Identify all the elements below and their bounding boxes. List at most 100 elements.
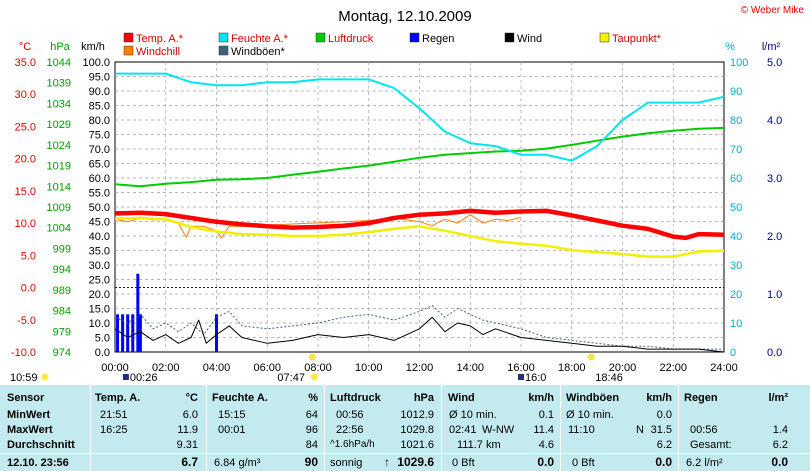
rain-tick-label: 3.0 (767, 173, 782, 185)
header-feuchte: Feuchte A. (212, 392, 268, 404)
rain-bars (116, 273, 218, 352)
x-tick-label: 22:00 (659, 362, 687, 374)
header-wind: Wind (448, 392, 475, 404)
max-feuchte-value: 96 (305, 424, 318, 436)
x-tick-label: 24:00 (710, 362, 738, 374)
kmh-tick-label: 85.0 (89, 101, 110, 113)
avg-luft-value: 1021.6 (400, 439, 434, 451)
max-wind-time: 02:41 (449, 424, 477, 436)
header-temp-unit: °C (185, 392, 198, 404)
x-tick-label: 14:00 (456, 362, 484, 374)
sun-moon-markers: 10:59 00:26 07:47 16:0 18:46 (10, 353, 623, 384)
kmh-tick-label: 5.0 (95, 333, 110, 345)
current-feuchte-abs: 6.84 g/m³ (214, 457, 261, 469)
kmh-tick-label: 100.0 (82, 57, 110, 69)
rain-tick-label: 1.0 (767, 289, 782, 301)
x-tick-label: 04:00 (203, 362, 231, 374)
axis-unit-label: °C (19, 41, 31, 53)
current-wind-bft: 0 Bft (452, 457, 475, 469)
kmh-tick-label: 50.0 (89, 202, 110, 214)
credit-text: © Weber Mike (741, 5, 805, 16)
kmh-tick-label: 10.0 (89, 318, 110, 330)
hpa-tick-label: 974 (53, 347, 71, 359)
hpa-tick-label: 1029 (47, 119, 71, 131)
rain-bar (136, 273, 140, 352)
marker-time: 00:26 (130, 372, 158, 384)
grid (115, 62, 724, 352)
row-label-current: 12.10. 23:56 (7, 457, 69, 469)
x-tick-label: 20:00 (609, 362, 637, 374)
kmh-tick-label: 75.0 (89, 130, 110, 142)
legend-label: Temp. A.* (136, 33, 184, 45)
kmh-tick-label: 35.0 (89, 246, 110, 258)
current-temp-value: 6.7 (181, 455, 198, 469)
series-lines (114, 72, 725, 353)
rain-bar (138, 314, 142, 352)
avg-luft-trend: ^1.6hPa/h (330, 439, 375, 450)
header-regen-unit: l/m² (768, 392, 788, 404)
series-line (114, 216, 725, 258)
header-temp: Temp. A. (95, 392, 141, 404)
header-sensor: Sensor (7, 392, 45, 404)
min-wind-value: 0.1 (538, 409, 554, 421)
series-line (114, 126, 725, 188)
avg-boen-value: 6.2 (656, 439, 672, 451)
rain-tick-label: 2.0 (767, 231, 782, 243)
x-tick-label: 02:00 (152, 362, 180, 374)
percent-tick-label: 90 (730, 86, 742, 98)
kmh-tick-label: 0.0 (95, 347, 110, 359)
min-temp-value: 6.0 (182, 409, 198, 421)
kmh-tick-label: 65.0 (89, 159, 110, 171)
series-line (114, 316, 725, 353)
sun-icon (310, 373, 318, 381)
percent-tick-label: 100 (730, 57, 748, 69)
rain-bar (126, 314, 130, 352)
percent-tick-label: 30 (730, 260, 742, 272)
x-tick-label: 00:00 (101, 362, 129, 374)
hpa-tick-label: 1004 (47, 223, 71, 235)
current-boen-bft: 0 Bft (572, 457, 595, 469)
percent-tick-label: 10 (730, 318, 742, 330)
kmh-tick-label: 95.0 (89, 72, 110, 84)
header-luftdruck: Luftdruck (330, 392, 381, 404)
axis-unit-label: km/h (81, 41, 105, 53)
celsius-tick-label: 0.0 (21, 283, 36, 295)
row-label-max: MaxWert (7, 424, 53, 436)
max-feuchte-time: 00:01 (218, 424, 246, 436)
kmh-tick-label: 40.0 (89, 231, 110, 243)
x-tick-label: 06:00 (253, 362, 281, 374)
sun-icon (309, 353, 316, 361)
x-tick-label: 16:00 (507, 362, 535, 374)
sunset-time: 10:59 (10, 372, 38, 384)
current-regen-value: 0.0 (771, 455, 788, 469)
legend-label: Regen (422, 33, 454, 45)
celsius-tick-label: 15.0 (15, 186, 36, 198)
max-wind-direction: W-NW (482, 424, 515, 436)
max-boen-time: 11:10 (568, 424, 595, 436)
stats-table: Sensor Temp. A. °C Feuchte A. % Luftdruc… (0, 385, 810, 471)
percent-tick-label: 60 (730, 173, 742, 185)
axis-unit-label: % (725, 41, 735, 53)
max-temp-time: 16:25 (100, 424, 128, 436)
celsius-tick-label: 35.0 (15, 57, 36, 69)
legend: Temp. A.* Feuchte A.* Luftdruck Regen Wind Ta… (123, 32, 662, 58)
marker-time: 07:47 (277, 372, 305, 384)
current-luft-trend-arrow: ↑ (384, 455, 390, 469)
header-regen: Regen (684, 392, 718, 404)
current-boen-value: 0.0 (655, 455, 672, 469)
weather-chart: Montag, 12.10.2009 © Weber Mike Temp. A.… (10, 5, 805, 384)
legend-swatch (123, 45, 134, 56)
max-regen-value: 1.4 (772, 424, 788, 436)
rain-bar (121, 314, 125, 352)
x-tick-label: 18:00 (558, 362, 586, 374)
sun-icon (41, 373, 49, 381)
max-luft-value: 1029.8 (400, 424, 434, 436)
min-feuchte-time: 15:15 (218, 409, 246, 421)
legend-swatch (504, 32, 515, 43)
avg-temp-value: 9.31 (176, 439, 198, 451)
hpa-tick-label: 1014 (47, 181, 71, 193)
legend-label: Windböen* (231, 46, 286, 58)
avg-wind-value: 4.6 (538, 439, 554, 451)
header-windboen: Windböen (566, 392, 620, 404)
hpa-tick-label: 989 (53, 285, 71, 297)
